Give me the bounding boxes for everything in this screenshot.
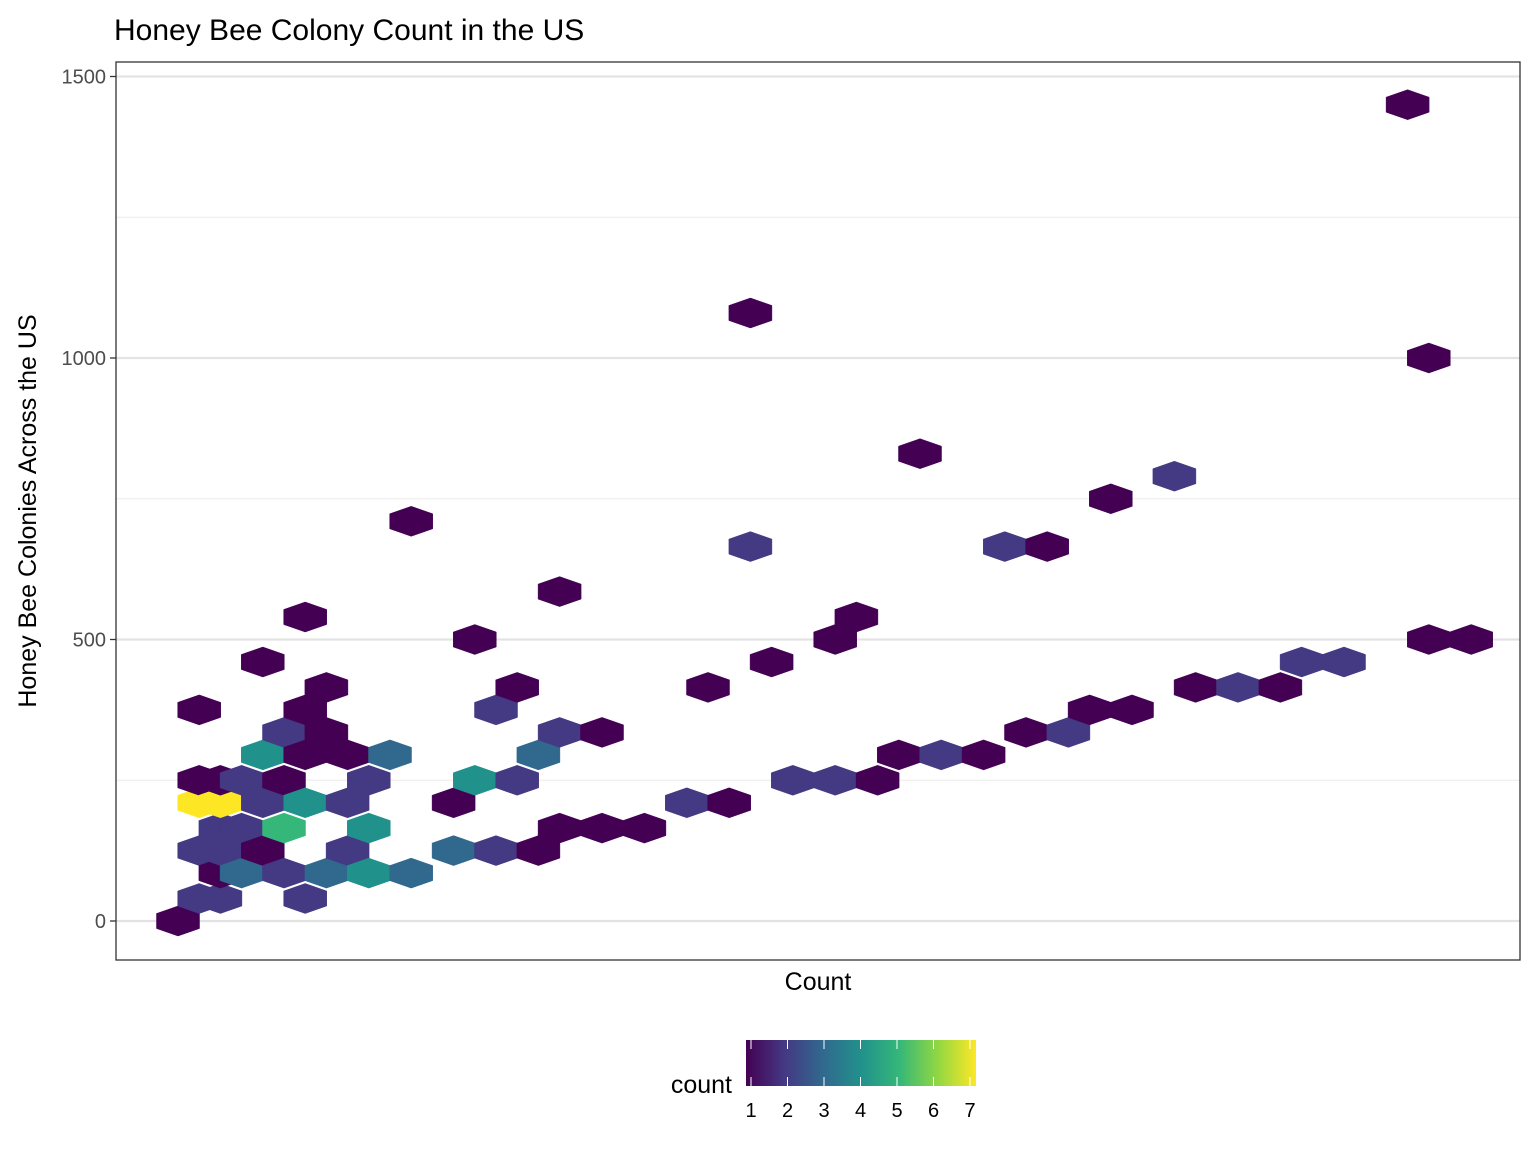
- hex-bin: [1449, 624, 1493, 655]
- hex-bin: [368, 739, 412, 771]
- legend-tick-label: 1: [745, 1100, 756, 1122]
- hex-bin: [1407, 342, 1451, 374]
- hex-bin: [283, 883, 327, 914]
- hex-bin: [1089, 483, 1133, 515]
- hex-bin: [241, 646, 285, 678]
- hex-bin: [495, 765, 539, 796]
- hex-bin: [1385, 89, 1430, 120]
- hex-bin: [834, 601, 879, 633]
- legend-tick-label: 5: [891, 1100, 902, 1122]
- y-axis-label: Honey Bee Colonies Across the US: [14, 314, 42, 707]
- hex-bin: [1152, 460, 1197, 492]
- hex-bin: [1025, 531, 1069, 562]
- legend-tick-label: 2: [782, 1100, 793, 1122]
- hex-bins: [156, 89, 1493, 937]
- hex-bin: [177, 694, 221, 726]
- hex-bin: [1322, 646, 1366, 678]
- legend-tick-label: 7: [964, 1100, 975, 1122]
- hex-bin: [580, 717, 624, 748]
- y-tick-label: 1500: [62, 67, 107, 89]
- hex-bin: [622, 812, 667, 844]
- hex-bin: [495, 672, 539, 703]
- hex-bin: [304, 672, 349, 703]
- hex-bin: [537, 576, 582, 607]
- hex-bin: [686, 672, 730, 703]
- legend-tick-label: 3: [818, 1100, 829, 1122]
- hex-bin: [262, 812, 306, 844]
- legend-title: count: [671, 1071, 732, 1099]
- hex-bin: [283, 601, 327, 633]
- x-axis-label: Count: [785, 968, 852, 996]
- legend-tick-label: 4: [855, 1100, 866, 1122]
- hex-bin: [749, 646, 794, 678]
- hex-bin: [1258, 672, 1303, 703]
- hex-bin: [855, 765, 900, 796]
- y-tick-label: 1000: [62, 348, 107, 370]
- y-tick-label: 0: [95, 911, 106, 933]
- chart-title: Honey Bee Colony Count in the US: [114, 14, 584, 47]
- y-axis: 0 500 1000 1500: [62, 67, 116, 933]
- hex-bin: [347, 812, 391, 844]
- plot-panel-border: [115, 61, 1521, 961]
- y-tick-label: 500: [73, 630, 106, 652]
- hex-bin: [389, 506, 433, 537]
- hex-bin: [1110, 694, 1154, 726]
- hex-bin: [347, 765, 391, 796]
- hex-bin: [728, 531, 773, 562]
- hex-bin: [453, 624, 497, 655]
- hex-bin: [389, 857, 433, 889]
- color-legend: count 1 2 3 4 5 6 7: [671, 1040, 976, 1122]
- hex-bin: [898, 438, 942, 469]
- hex-bin: [961, 739, 1006, 771]
- hex-bin: [707, 787, 751, 819]
- hex-bin: [728, 297, 773, 329]
- legend-tick-label: 6: [928, 1100, 939, 1122]
